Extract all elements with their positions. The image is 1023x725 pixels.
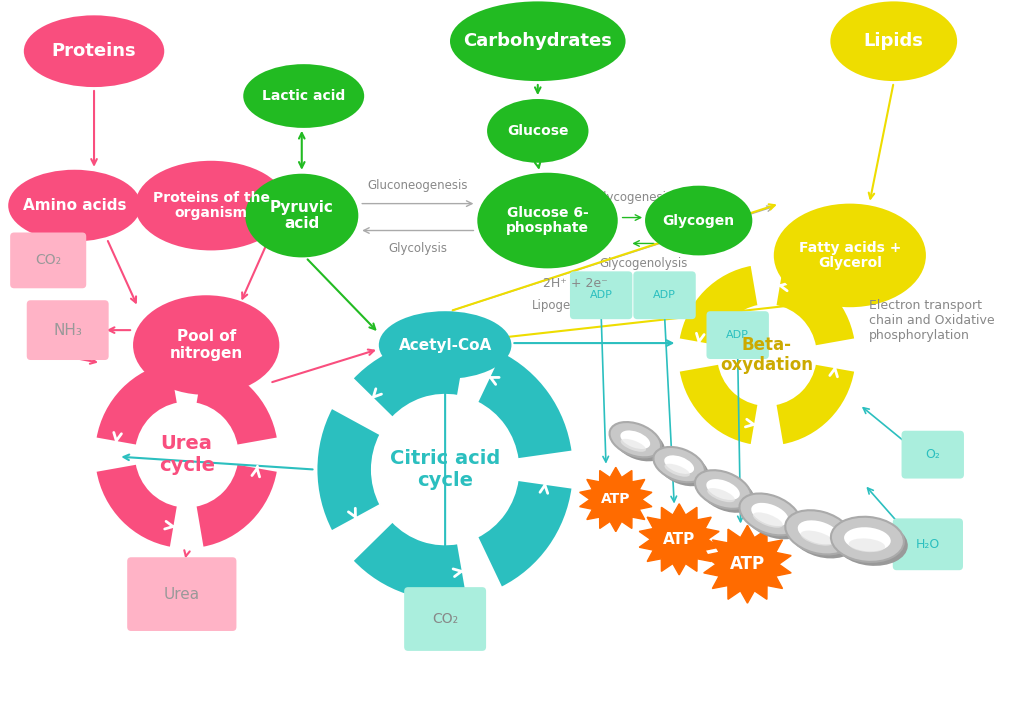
FancyBboxPatch shape (707, 311, 769, 359)
Wedge shape (477, 480, 573, 588)
Ellipse shape (24, 15, 165, 87)
Ellipse shape (665, 464, 690, 477)
Text: Carbohydrates: Carbohydrates (463, 32, 612, 50)
FancyBboxPatch shape (10, 233, 86, 289)
Ellipse shape (801, 531, 834, 546)
Text: CO₂: CO₂ (432, 612, 458, 626)
Wedge shape (195, 362, 278, 446)
FancyBboxPatch shape (27, 300, 108, 360)
Ellipse shape (751, 503, 789, 526)
Ellipse shape (798, 521, 840, 544)
Ellipse shape (753, 513, 783, 528)
Wedge shape (95, 463, 178, 548)
Ellipse shape (849, 539, 885, 552)
Polygon shape (704, 526, 791, 603)
Text: Urea
cycle: Urea cycle (159, 434, 215, 475)
FancyBboxPatch shape (127, 558, 236, 631)
Ellipse shape (773, 204, 926, 307)
Ellipse shape (695, 471, 751, 509)
Ellipse shape (133, 295, 279, 395)
FancyBboxPatch shape (570, 271, 632, 319)
Ellipse shape (831, 1, 958, 81)
Wedge shape (678, 364, 759, 445)
Text: ATP: ATP (729, 555, 765, 573)
Wedge shape (95, 362, 178, 446)
Text: Glycolysis: Glycolysis (389, 242, 447, 255)
Ellipse shape (246, 174, 358, 257)
Text: CO₂: CO₂ (35, 254, 61, 268)
Text: Glucose: Glucose (507, 124, 569, 138)
Ellipse shape (620, 431, 651, 449)
Ellipse shape (740, 494, 800, 535)
Ellipse shape (744, 497, 804, 539)
Text: Electron transport
chain and Oxidative
phosphorylation: Electron transport chain and Oxidative p… (870, 299, 995, 341)
Text: ATP: ATP (663, 532, 696, 547)
Text: Fatty acids +
Glycerol: Fatty acids + Glycerol (799, 241, 901, 270)
FancyBboxPatch shape (633, 271, 696, 319)
Wedge shape (316, 407, 381, 531)
Text: Proteins: Proteins (52, 42, 136, 60)
Text: Amino acids: Amino acids (23, 198, 126, 213)
Ellipse shape (614, 426, 665, 461)
Text: ADP: ADP (589, 290, 613, 300)
Wedge shape (195, 463, 278, 548)
Text: ADP: ADP (726, 330, 749, 340)
Ellipse shape (243, 64, 364, 128)
Ellipse shape (487, 99, 588, 163)
Ellipse shape (621, 439, 646, 452)
Text: Glycogen: Glycogen (663, 214, 735, 228)
Text: Acetyl-CoA: Acetyl-CoA (399, 338, 492, 352)
Polygon shape (639, 504, 719, 575)
Wedge shape (477, 352, 573, 460)
Ellipse shape (450, 1, 625, 81)
Text: Pyruvic
acid: Pyruvic acid (270, 199, 333, 231)
Wedge shape (775, 265, 855, 347)
Wedge shape (352, 521, 468, 601)
Text: 2H⁺ + 2e⁻: 2H⁺ + 2e⁻ (542, 277, 608, 290)
FancyBboxPatch shape (404, 587, 486, 651)
FancyBboxPatch shape (893, 518, 963, 570)
Ellipse shape (135, 161, 287, 250)
Text: Proteins of the
organism: Proteins of the organism (152, 191, 270, 220)
Text: Glycogenesis: Glycogenesis (594, 191, 672, 204)
Wedge shape (775, 364, 855, 445)
Text: Urea: Urea (164, 587, 199, 602)
Ellipse shape (835, 521, 907, 566)
Ellipse shape (786, 510, 852, 555)
Wedge shape (678, 265, 759, 347)
Text: ATP: ATP (602, 492, 630, 507)
Text: ADP: ADP (653, 290, 676, 300)
Text: Lipogenesis: Lipogenesis (532, 299, 602, 312)
Text: Lactic acid: Lactic acid (262, 89, 346, 103)
FancyBboxPatch shape (901, 431, 964, 478)
Wedge shape (352, 338, 468, 418)
Ellipse shape (699, 474, 755, 513)
Ellipse shape (831, 517, 904, 562)
Ellipse shape (844, 527, 891, 552)
Polygon shape (580, 468, 652, 531)
Text: Pool of
nitrogen: Pool of nitrogen (170, 329, 242, 361)
Text: NH₃: NH₃ (53, 323, 82, 338)
Text: O₂: O₂ (926, 448, 940, 461)
Ellipse shape (8, 170, 141, 241)
Text: Citric acid
cycle: Citric acid cycle (390, 449, 500, 490)
Ellipse shape (654, 447, 705, 482)
Ellipse shape (379, 311, 512, 379)
Text: H₂O: H₂O (916, 538, 940, 551)
Text: Gluconeogenesis: Gluconeogenesis (367, 179, 469, 192)
Ellipse shape (646, 186, 752, 255)
Text: Glycogenolysis: Glycogenolysis (598, 257, 687, 270)
Text: Beta-
oxydation: Beta- oxydation (720, 336, 813, 374)
Text: Lipids: Lipids (863, 32, 924, 50)
Ellipse shape (789, 514, 856, 558)
Ellipse shape (706, 479, 740, 500)
Ellipse shape (610, 422, 661, 457)
Ellipse shape (707, 488, 735, 502)
Ellipse shape (664, 455, 694, 474)
Text: Glucose 6-
phosphate: Glucose 6- phosphate (506, 206, 589, 236)
Ellipse shape (478, 173, 618, 268)
Ellipse shape (658, 451, 709, 486)
